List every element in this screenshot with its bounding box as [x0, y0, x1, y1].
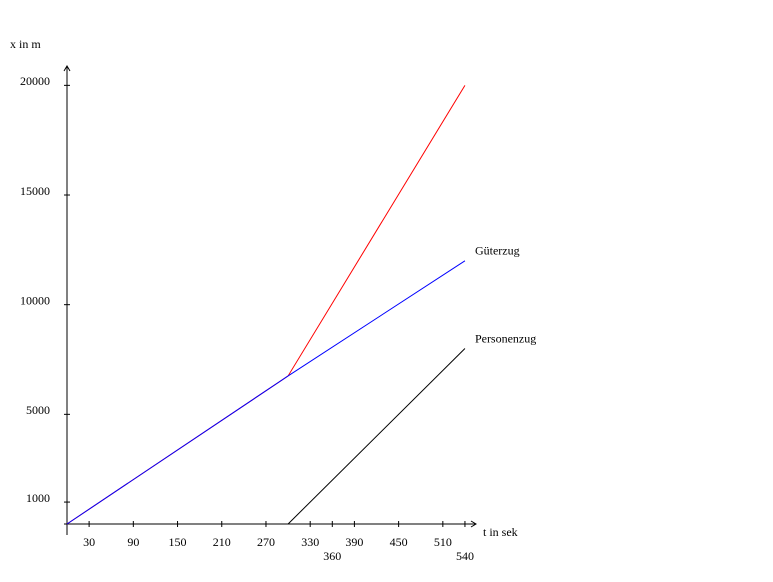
x-tick-label: 30: [83, 535, 95, 549]
series-label: Güterzug: [475, 244, 520, 258]
series-line: [287, 348, 466, 525]
x-tick-label: 360: [323, 549, 341, 563]
series-line: [66, 260, 466, 525]
y-tick-label: 10000: [20, 293, 50, 307]
x-tick-label: 270: [257, 535, 275, 549]
y-tick-label: 15000: [20, 184, 50, 198]
y-axis-label: x in m: [10, 37, 41, 51]
x-tick-label: 90: [127, 535, 139, 549]
series-label: Personenzug: [475, 331, 536, 345]
x-axis-arrow: [470, 520, 477, 528]
y-tick-label: 1000: [26, 491, 50, 505]
x-tick-label: 450: [390, 535, 408, 549]
y-tick-label: 5000: [26, 403, 50, 417]
x-tick-label: 150: [169, 535, 187, 549]
x-tick-label: 390: [345, 535, 363, 549]
x-tick-label: 510: [434, 535, 452, 549]
x-axis-label: t in sek: [483, 525, 518, 539]
x-tick-label: 540: [456, 549, 474, 563]
x-tick-label: 210: [213, 535, 231, 549]
x-tick-label: 330: [301, 535, 319, 549]
y-tick-label: 20000: [20, 74, 50, 88]
series-line: [66, 85, 466, 525]
y-axis-arrow: [63, 65, 71, 72]
